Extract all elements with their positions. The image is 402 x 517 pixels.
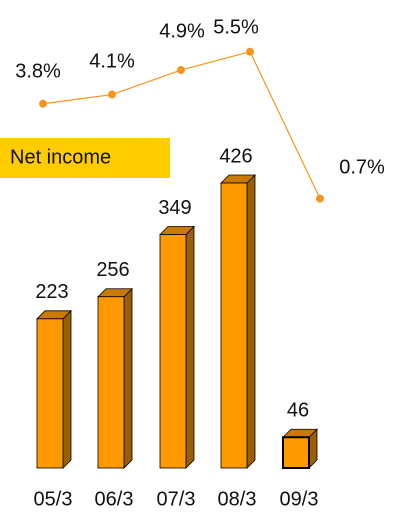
data-label: 0.7%: [339, 156, 385, 178]
data-label: 4.9%: [159, 20, 205, 42]
line-point: [246, 47, 254, 56]
x-tick-label: 05/3: [34, 488, 73, 510]
data-label: 4.1%: [89, 50, 135, 72]
x-tick-label: 07/3: [157, 488, 196, 510]
x-tick-label: 08/3: [218, 488, 257, 510]
data-label: 3.8%: [15, 60, 61, 82]
legend-label: Net income: [10, 146, 111, 168]
bar-side: [62, 309, 72, 469]
legend-box: [0, 138, 170, 178]
line-point: [316, 194, 324, 203]
line-point: [39, 99, 47, 108]
bar: [159, 234, 187, 469]
line-point: [177, 66, 185, 75]
data-label: 426: [219, 145, 252, 167]
data-label: 256: [96, 259, 129, 281]
bar: [97, 296, 125, 469]
bar-side: [246, 174, 256, 469]
bar-side: [123, 287, 133, 469]
x-tick-label: 06/3: [95, 488, 134, 510]
bar: [282, 436, 310, 470]
x-tick-label: 09/3: [280, 488, 319, 510]
line-point: [108, 90, 116, 99]
bar: [220, 182, 248, 469]
data-label: 46: [287, 400, 309, 422]
data-label: 349: [158, 197, 191, 219]
bar-side: [185, 225, 195, 469]
bar: [36, 318, 64, 469]
data-label: 223: [35, 281, 68, 303]
data-label: 5.5%: [213, 16, 259, 38]
